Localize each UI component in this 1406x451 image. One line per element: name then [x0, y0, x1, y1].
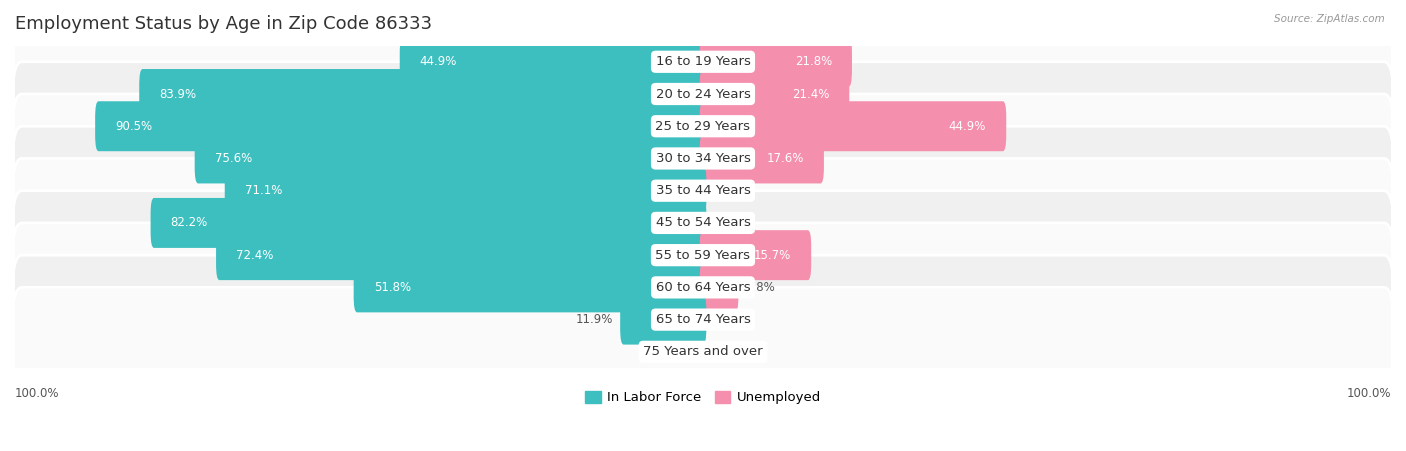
Text: 75 Years and over: 75 Years and over — [643, 345, 763, 359]
FancyBboxPatch shape — [354, 262, 706, 313]
Text: 35 to 44 Years: 35 to 44 Years — [655, 184, 751, 197]
FancyBboxPatch shape — [11, 287, 1395, 416]
Text: 16 to 19 Years: 16 to 19 Years — [655, 55, 751, 68]
Text: 20 to 24 Years: 20 to 24 Years — [655, 87, 751, 101]
Text: 83.9%: 83.9% — [159, 87, 197, 101]
Text: 75.6%: 75.6% — [215, 152, 252, 165]
Text: 45 to 54 Years: 45 to 54 Years — [655, 216, 751, 230]
Text: 82.2%: 82.2% — [170, 216, 208, 230]
Text: 25 to 29 Years: 25 to 29 Years — [655, 120, 751, 133]
FancyBboxPatch shape — [700, 262, 738, 313]
Text: 15.7%: 15.7% — [754, 249, 792, 262]
FancyBboxPatch shape — [11, 126, 1395, 255]
FancyBboxPatch shape — [11, 94, 1395, 223]
Text: 21.8%: 21.8% — [794, 55, 832, 68]
Text: 17.6%: 17.6% — [766, 152, 804, 165]
Text: 90.5%: 90.5% — [115, 120, 152, 133]
FancyBboxPatch shape — [399, 37, 706, 87]
FancyBboxPatch shape — [700, 230, 811, 280]
FancyBboxPatch shape — [96, 101, 706, 151]
FancyBboxPatch shape — [700, 133, 824, 184]
FancyBboxPatch shape — [11, 255, 1395, 384]
FancyBboxPatch shape — [194, 133, 706, 184]
Text: 65 to 74 Years: 65 to 74 Years — [655, 313, 751, 326]
Text: 71.1%: 71.1% — [245, 184, 283, 197]
Text: 30 to 34 Years: 30 to 34 Years — [655, 152, 751, 165]
FancyBboxPatch shape — [11, 30, 1395, 158]
FancyBboxPatch shape — [700, 37, 852, 87]
FancyBboxPatch shape — [700, 101, 1007, 151]
FancyBboxPatch shape — [217, 230, 706, 280]
Text: Source: ZipAtlas.com: Source: ZipAtlas.com — [1274, 14, 1385, 23]
Text: 44.9%: 44.9% — [949, 120, 986, 133]
Text: 100.0%: 100.0% — [1347, 387, 1391, 400]
FancyBboxPatch shape — [139, 69, 706, 119]
Text: 44.9%: 44.9% — [420, 55, 457, 68]
FancyBboxPatch shape — [11, 191, 1395, 320]
FancyBboxPatch shape — [620, 295, 706, 345]
Text: 11.9%: 11.9% — [576, 313, 613, 326]
FancyBboxPatch shape — [700, 69, 849, 119]
Text: 72.4%: 72.4% — [236, 249, 274, 262]
FancyBboxPatch shape — [11, 0, 1395, 126]
FancyBboxPatch shape — [11, 223, 1395, 352]
Text: Employment Status by Age in Zip Code 86333: Employment Status by Age in Zip Code 863… — [15, 15, 432, 33]
Text: 51.8%: 51.8% — [374, 281, 411, 294]
FancyBboxPatch shape — [11, 158, 1395, 287]
Text: 55 to 59 Years: 55 to 59 Years — [655, 249, 751, 262]
Legend: In Labor Force, Unemployed: In Labor Force, Unemployed — [579, 386, 827, 410]
FancyBboxPatch shape — [150, 198, 706, 248]
Text: 21.4%: 21.4% — [792, 87, 830, 101]
Text: 4.8%: 4.8% — [745, 281, 775, 294]
Text: 60 to 64 Years: 60 to 64 Years — [655, 281, 751, 294]
Text: 100.0%: 100.0% — [15, 387, 59, 400]
FancyBboxPatch shape — [225, 166, 706, 216]
FancyBboxPatch shape — [11, 62, 1395, 191]
